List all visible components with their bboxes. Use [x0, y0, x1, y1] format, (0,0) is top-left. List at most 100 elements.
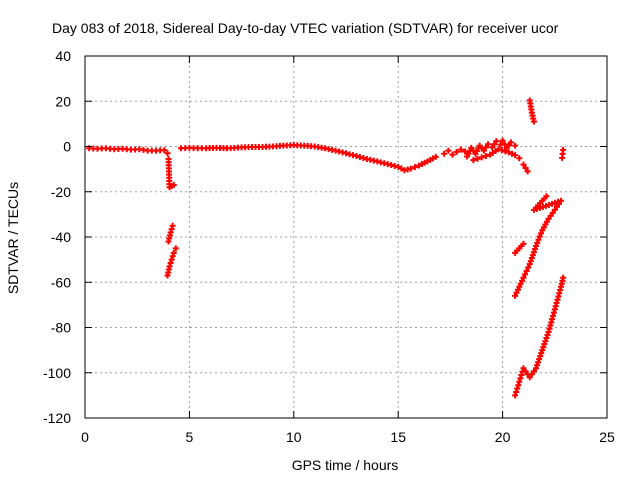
data-point	[520, 274, 527, 281]
data-point	[542, 202, 549, 209]
x-tick-label: 20	[495, 429, 511, 445]
data-point	[545, 215, 552, 222]
data-point	[528, 255, 535, 262]
data-point	[534, 239, 541, 246]
data-point	[558, 197, 565, 204]
data-point	[491, 141, 498, 148]
data-point	[543, 193, 550, 200]
data-point	[516, 283, 523, 290]
data-point	[512, 142, 519, 149]
data-point	[540, 344, 547, 351]
data-point	[498, 147, 505, 154]
data-point	[517, 280, 524, 287]
data-point	[531, 246, 538, 253]
data-point	[551, 206, 558, 213]
data-point	[169, 222, 176, 229]
data-point	[535, 359, 542, 366]
x-tick-label: 25	[599, 429, 615, 445]
data-point	[516, 155, 523, 162]
data-point	[530, 118, 537, 125]
data-point	[552, 199, 559, 206]
y-tick-label: -120	[43, 410, 71, 426]
data-point	[517, 375, 524, 382]
data-point	[520, 161, 527, 168]
data-point	[560, 274, 567, 281]
data-point	[535, 236, 542, 243]
data-point	[555, 198, 562, 205]
data-point	[474, 155, 481, 162]
y-tick-label: -80	[51, 320, 71, 336]
data-point	[516, 378, 523, 385]
data-point	[395, 163, 402, 170]
data-point	[520, 365, 527, 372]
data-point	[522, 271, 529, 278]
data-point	[499, 137, 506, 144]
data-point	[172, 245, 179, 252]
data-point	[541, 341, 548, 348]
data-point	[432, 153, 439, 160]
data-point	[502, 148, 509, 155]
data-point	[547, 212, 554, 219]
data-point	[538, 350, 545, 357]
x-axis-title: GPS time / hours	[292, 457, 399, 473]
y-tick-label: 40	[55, 48, 71, 64]
data-point	[525, 264, 532, 271]
data-point	[164, 150, 171, 157]
data-point	[524, 168, 531, 175]
data-point	[514, 385, 521, 392]
data-point	[480, 147, 487, 154]
data-point	[457, 146, 464, 153]
data-point	[445, 147, 452, 154]
data-point	[161, 147, 168, 154]
y-tick-label: -100	[43, 365, 71, 381]
y-tick-label: 20	[55, 93, 71, 109]
data-point	[167, 260, 174, 267]
data-point	[482, 153, 489, 160]
data-point	[411, 164, 418, 171]
data-point	[407, 165, 414, 172]
data-point	[549, 200, 556, 207]
data-point	[533, 243, 540, 250]
data-point	[170, 181, 177, 188]
data-point	[512, 292, 519, 299]
data-point	[168, 226, 175, 233]
data-point	[515, 382, 522, 389]
data-point	[536, 356, 543, 363]
data-point	[536, 233, 543, 240]
data-point	[512, 392, 519, 399]
data-point	[512, 152, 519, 159]
data-point	[398, 165, 405, 172]
data-point	[170, 249, 177, 256]
y-axis-title: SDTVAR / TECUs	[5, 182, 21, 294]
data-point	[478, 154, 485, 161]
data-point	[530, 368, 537, 375]
data-point	[519, 277, 526, 284]
data-point	[537, 353, 544, 360]
data-point	[484, 141, 491, 148]
data-point	[529, 252, 536, 259]
data-point	[543, 335, 550, 342]
data-point	[528, 371, 535, 378]
data-point	[553, 203, 560, 210]
data-point	[169, 253, 176, 260]
data-point	[513, 289, 520, 296]
data-point	[495, 146, 502, 153]
y-tick-label: -40	[51, 229, 71, 245]
data-point	[489, 144, 496, 151]
data-point	[453, 148, 460, 155]
data-point	[539, 203, 546, 210]
data-point	[526, 261, 533, 268]
data-point	[523, 267, 530, 274]
grid-layer	[85, 56, 607, 418]
data-point	[518, 372, 525, 379]
data-point	[520, 240, 527, 247]
data-layer	[86, 97, 567, 399]
data-point	[513, 388, 520, 395]
data-point	[505, 149, 512, 156]
data-point	[544, 332, 551, 339]
data-point	[166, 263, 173, 270]
data-point	[441, 150, 448, 157]
data-point	[493, 138, 500, 145]
data-point	[507, 139, 514, 146]
